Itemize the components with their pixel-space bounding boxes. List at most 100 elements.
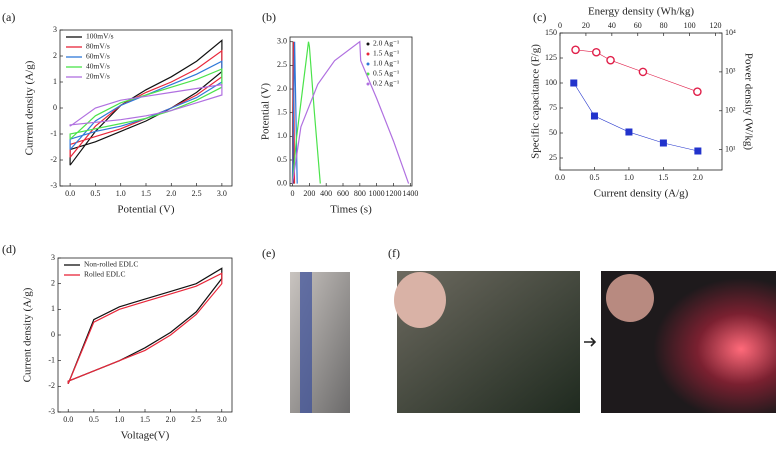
arrow <box>584 337 597 347</box>
marker <box>694 147 702 155</box>
marker <box>638 67 648 77</box>
x-tick-label: 600 <box>337 189 349 198</box>
y2-tick-label: 10³ <box>725 67 736 76</box>
x-tick-label: 1200 <box>385 189 401 198</box>
y-tick-label: 50 <box>549 128 557 137</box>
photo-e <box>290 272 350 413</box>
marker <box>591 47 601 57</box>
x-axis-label: Times (s) <box>330 204 372 216</box>
x-tick-label: 1.5 <box>141 189 151 198</box>
series-line <box>67 267 223 385</box>
legend-label: Rolled EDLC <box>84 270 125 279</box>
y-tick-label: 25 <box>549 153 557 162</box>
marker <box>590 112 598 120</box>
x-tick-label: 1.5 <box>140 415 150 424</box>
legend-label: 0.2 Ag⁻¹ <box>373 79 399 88</box>
x-tick-label: 2.0 <box>166 189 176 198</box>
legend-label: 20mV/s <box>86 72 110 81</box>
x-tick-label: 1.5 <box>658 173 668 182</box>
x-tick-label: 2.5 <box>192 189 202 198</box>
x-axis-label: Potential (V) <box>117 204 174 216</box>
y2-axis-label: Power density (W/kg) <box>742 53 754 150</box>
y2-tick-label: 10² <box>725 106 736 115</box>
legend-label: 0.5 Ag⁻¹ <box>373 69 399 78</box>
y-axis-label: Current density (A/g) <box>22 287 34 382</box>
y-tick-label: -3 <box>48 407 55 416</box>
x2-tick-label: 120 <box>710 21 722 30</box>
x2-tick-label: 40 <box>608 21 616 30</box>
y-axis-label: Specific capacitance (F/g) <box>530 44 542 159</box>
series-line <box>69 83 223 127</box>
photo-detail <box>300 272 312 413</box>
x-tick-label: 0.5 <box>589 173 599 182</box>
panel-label: (b) <box>262 10 276 24</box>
y-axis-label: Potential (V) <box>260 83 272 140</box>
legend-label: 60mV/s <box>86 52 110 61</box>
series-line <box>291 41 321 184</box>
x-tick-label: 1400 <box>402 189 418 198</box>
photo-hand <box>394 272 446 328</box>
y-tick-label: 1 <box>53 77 57 86</box>
panel-label: (d) <box>2 242 16 256</box>
y-tick-label: 1.5 <box>277 108 287 117</box>
legend-swatch <box>366 52 370 56</box>
y-tick-label: -3 <box>50 181 57 190</box>
y-tick-label: -1 <box>48 355 55 364</box>
legend-label: 100mV/s <box>86 32 114 41</box>
x-tick-label: 2.0 <box>166 415 176 424</box>
x-tick-label: 1000 <box>369 189 385 198</box>
x2-tick-label: 60 <box>634 21 642 30</box>
legend-swatch <box>366 62 370 66</box>
legend-swatch <box>366 42 370 46</box>
y-tick-label: 0.5 <box>277 155 287 164</box>
x-tick-label: 0.5 <box>89 415 99 424</box>
x-tick-label: 0.5 <box>90 189 100 198</box>
y2-tick-label: 10⁴ <box>725 28 736 37</box>
marker <box>570 79 578 87</box>
x-tick-label: 0.0 <box>555 173 565 182</box>
marker <box>571 45 580 55</box>
marker <box>693 87 702 96</box>
y-axis-label: Current density (A/g) <box>24 60 36 155</box>
y-tick-label: 150 <box>545 28 557 37</box>
y-tick-label: 100 <box>545 78 557 87</box>
x-tick-label: 1.0 <box>114 415 124 424</box>
x-tick-label: 1.0 <box>116 189 126 198</box>
x-tick-label: 1.0 <box>624 173 634 182</box>
x-tick-label: 0.0 <box>65 189 75 198</box>
x-tick-label: 3.0 <box>217 189 227 198</box>
panel-label: (e) <box>262 246 275 260</box>
panel-label: (f) <box>388 246 400 260</box>
x-tick-label: 200 <box>303 189 315 198</box>
y-tick-label: 2.5 <box>277 60 287 69</box>
y-tick-label: 125 <box>545 53 557 62</box>
x-tick-label: 2.5 <box>191 415 201 424</box>
panel-label: (a) <box>2 10 15 24</box>
legend-swatch <box>366 82 370 86</box>
legend-label: 2.0 Ag⁻¹ <box>373 39 399 48</box>
y2-tick-label: 10¹ <box>725 144 736 153</box>
y-tick-label: -1 <box>50 129 57 138</box>
x-tick-label: 2.0 <box>693 173 703 182</box>
x-tick-label: 400 <box>320 189 332 198</box>
marker <box>659 139 667 147</box>
legend-label: 1.5 Ag⁻¹ <box>373 49 399 58</box>
y-tick-label: 3.0 <box>277 37 287 46</box>
x2-tick-label: 80 <box>660 21 668 30</box>
x-tick-label: 800 <box>354 189 366 198</box>
y-tick-label: -2 <box>48 381 55 390</box>
y-tick-label: 2 <box>53 51 57 60</box>
y-tick-label: 2 <box>51 278 55 287</box>
legend-label: 80mV/s <box>86 42 110 51</box>
x-tick-label: 3.0 <box>217 415 227 424</box>
y-tick-label: 75 <box>549 103 557 112</box>
legend-label: 1.0 Ag⁻¹ <box>373 59 399 68</box>
plot-frame <box>289 36 413 187</box>
series-line <box>67 272 223 385</box>
x-axis-label: Current density (A/g) <box>594 188 689 200</box>
y-tick-label: 2.0 <box>277 84 287 93</box>
x2-axis-label: Energy density (Wh/kg) <box>588 6 694 18</box>
x2-tick-label: 0 <box>558 21 562 30</box>
x2-tick-label: 20 <box>582 21 590 30</box>
